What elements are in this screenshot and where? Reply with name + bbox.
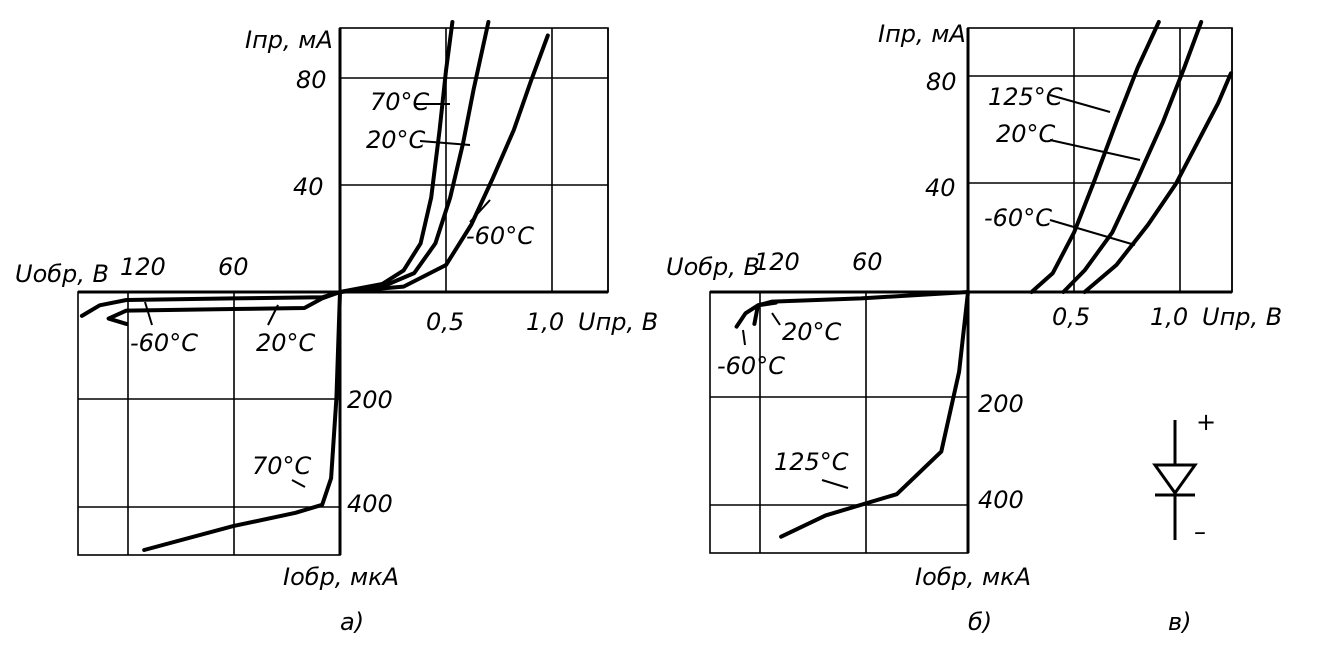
forward-series-minus-60c [338, 33, 550, 294]
reverse-xtick: 120 [754, 248, 800, 276]
leader-line [291, 479, 306, 488]
leader-line [1049, 219, 1136, 246]
leader-line [1049, 94, 1111, 113]
forward-series-label: -60°C [984, 204, 1052, 232]
panel-c: + – в) [1152, 408, 1216, 636]
leader-line [267, 304, 279, 326]
forward-ytick: 80 [926, 68, 957, 96]
leader-line [469, 199, 491, 223]
panel-c-label: в) [1168, 608, 1192, 636]
reverse-series-label: -60°C [717, 352, 785, 380]
forward-series-125c [1029, 20, 1161, 294]
leader-line [144, 301, 153, 326]
diode-plus-label: + [1196, 408, 1216, 436]
leader-line [1049, 139, 1141, 161]
forward-grid [339, 27, 609, 293]
reverse-ylabel: Iобр, мкА [915, 563, 1031, 591]
reverse-series-label: 20°C [256, 329, 316, 357]
forward-xlabel: Uпр, В [578, 308, 658, 336]
forward-xtick: 1,0 [1150, 303, 1188, 331]
reverse-series-label: -60°C [130, 329, 198, 357]
forward-ylabel: Iпр, мА [878, 20, 966, 48]
panel-a: Iпр, мА Uпр, В 80 40 0,5 1,0 Uобр, В Iобр, мкА 1… [15, 20, 658, 636]
leader-line [419, 140, 471, 146]
diode-symbol [1152, 420, 1198, 540]
forward-series-label: 20°C [996, 120, 1056, 148]
reverse-xtick: 120 [120, 253, 166, 281]
reverse-series-20c [106, 290, 342, 326]
panel-label: б) [968, 608, 992, 636]
reverse-series-minus-60c [734, 300, 778, 329]
reverse-xtick: 60 [852, 248, 883, 276]
leader-line [771, 312, 781, 326]
reverse-ytick: 400 [978, 486, 1024, 514]
reverse-series-label: 70°C [252, 452, 312, 480]
forward-xlabel: Uпр, В [1202, 303, 1282, 331]
forward-ytick: 80 [296, 66, 327, 94]
forward-series-70c [338, 20, 455, 294]
forward-xtick: 0,5 [1052, 303, 1090, 331]
forward-frame [339, 27, 609, 293]
forward-ytick: 40 [925, 174, 956, 202]
reverse-series-label: 125°C [774, 448, 849, 476]
forward-xtick: 1,0 [526, 308, 564, 336]
reverse-ytick: 400 [347, 490, 393, 518]
forward-ylabel: Iпр, мА [245, 26, 333, 54]
leader-line [742, 329, 746, 346]
reverse-series-70c [142, 290, 342, 552]
forward-series-label: -60°C [466, 222, 534, 250]
reverse-ylabel: Iобр, мкА [283, 563, 399, 591]
forward-series-label: 70°C [370, 88, 430, 116]
reverse-xlabel: Uобр, В [666, 253, 760, 281]
forward-series-20c [338, 20, 491, 294]
reverse-ytick: 200 [347, 386, 393, 414]
reverse-xlabel: Uобр, В [15, 260, 109, 288]
forward-series-label: 125°C [988, 83, 1063, 111]
forward-series-20c [1061, 20, 1204, 294]
forward-series-minus-60c [1082, 71, 1233, 294]
forward-xtick: 0,5 [426, 308, 464, 336]
diode-minus-label: – [1194, 518, 1206, 546]
reverse-ytick: 200 [978, 390, 1024, 418]
reverse-series-label: 20°C [782, 318, 842, 346]
leader-line [821, 479, 849, 489]
panel-label: а) [340, 608, 364, 636]
forward-ytick: 40 [293, 173, 324, 201]
reverse-series-125c [779, 290, 970, 539]
forward-series-label: 20°C [366, 126, 426, 154]
reverse-xtick: 60 [218, 253, 249, 281]
panel-b: Iпр, мА Uпр, В 80 40 0,5 1,0 Uобр, В Iобр, мкА 1… [666, 20, 1282, 636]
